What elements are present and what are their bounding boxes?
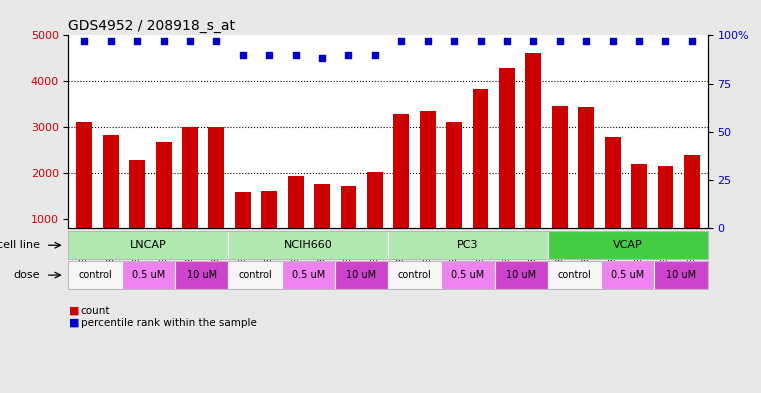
Point [686, 38, 698, 44]
Bar [578, 107, 594, 264]
Bar [288, 176, 304, 264]
Text: ■: ■ [68, 318, 79, 328]
Point [78, 38, 91, 44]
Point [395, 38, 407, 44]
Bar [420, 112, 435, 264]
Text: NCIH660: NCIH660 [284, 240, 333, 250]
Bar [658, 166, 673, 264]
Bar [499, 68, 515, 264]
Point [369, 51, 381, 58]
Bar [605, 137, 620, 264]
Bar [341, 186, 356, 264]
Bar [631, 164, 647, 264]
Bar [314, 184, 330, 264]
Text: control: control [78, 270, 112, 280]
Point [422, 38, 434, 44]
Text: 0.5 uM: 0.5 uM [132, 270, 165, 280]
Point [316, 55, 328, 62]
Point [554, 38, 566, 44]
Point [659, 38, 671, 44]
Bar [76, 123, 92, 264]
Bar [684, 155, 700, 264]
Bar [129, 160, 145, 264]
Text: 10 uM: 10 uM [346, 270, 377, 280]
Text: 10 uM: 10 uM [666, 270, 696, 280]
Text: count: count [81, 306, 110, 316]
Text: ■: ■ [68, 306, 79, 316]
Point [158, 38, 170, 44]
Point [633, 38, 645, 44]
Point [105, 38, 117, 44]
Bar [156, 142, 171, 264]
Point [290, 51, 302, 58]
Point [448, 38, 460, 44]
Bar [525, 53, 541, 264]
Text: 10 uM: 10 uM [186, 270, 217, 280]
Text: 0.5 uM: 0.5 uM [291, 270, 325, 280]
Text: 0.5 uM: 0.5 uM [611, 270, 645, 280]
Bar [552, 105, 568, 264]
Text: VCAP: VCAP [613, 240, 643, 250]
Text: percentile rank within the sample: percentile rank within the sample [81, 318, 256, 328]
Bar [473, 89, 489, 264]
Text: control: control [238, 270, 272, 280]
Bar [367, 171, 383, 264]
Text: PC3: PC3 [457, 240, 479, 250]
Text: GDS4952 / 208918_s_at: GDS4952 / 208918_s_at [68, 19, 235, 33]
Text: dose: dose [13, 270, 40, 280]
Text: cell line: cell line [0, 240, 40, 250]
Bar [103, 135, 119, 264]
Text: 0.5 uM: 0.5 uM [451, 270, 485, 280]
Point [210, 38, 222, 44]
Point [607, 38, 619, 44]
Text: 10 uM: 10 uM [506, 270, 537, 280]
Bar [261, 191, 277, 264]
Point [580, 38, 592, 44]
Text: control: control [398, 270, 431, 280]
Point [474, 38, 486, 44]
Bar [235, 192, 251, 264]
Point [527, 38, 540, 44]
Bar [446, 121, 462, 264]
Bar [182, 127, 198, 264]
Text: LNCAP: LNCAP [130, 240, 167, 250]
Point [263, 51, 275, 58]
Text: control: control [558, 270, 591, 280]
Point [237, 51, 249, 58]
Point [131, 38, 143, 44]
Bar [393, 114, 409, 264]
Point [342, 51, 355, 58]
Point [184, 38, 196, 44]
Point [501, 38, 513, 44]
Bar [209, 127, 224, 264]
